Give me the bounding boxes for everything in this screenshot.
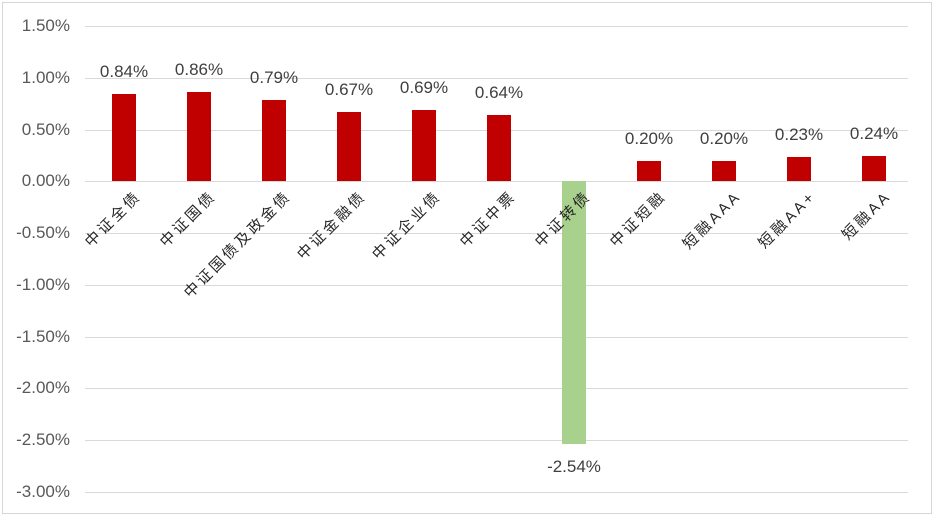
category-label: 短融AAA — [679, 187, 745, 253]
y-axis-tick-label: -2.50% — [16, 430, 70, 449]
data-label: 0.79% — [249, 67, 299, 87]
data-label: 0.67% — [324, 79, 374, 99]
y-axis-tick-label: -2.00% — [16, 378, 70, 397]
gridline — [85, 492, 908, 493]
gridline — [85, 285, 908, 286]
gridline — [85, 181, 908, 182]
chart-bar — [187, 92, 211, 182]
category-label: 中证国债 — [156, 187, 220, 251]
data-label: 0.24% — [849, 124, 899, 144]
category-label: 中证转债 — [531, 187, 595, 251]
gridline — [85, 78, 908, 79]
data-label: 0.20% — [624, 128, 674, 148]
gridline — [85, 233, 908, 234]
y-axis-tick-label: 1.50% — [21, 16, 70, 35]
y-axis-tick-label: -3.00% — [16, 482, 70, 501]
category-label: 中证全债 — [81, 187, 145, 251]
chart-bar — [112, 94, 136, 182]
gridline — [85, 26, 908, 27]
data-label: 0.64% — [474, 83, 524, 102]
chart-bar — [637, 160, 661, 182]
y-axis-tick-label: 0.50% — [21, 120, 70, 139]
data-label: 0.84% — [99, 62, 149, 82]
y-axis-tick-label: 1.00% — [21, 68, 70, 87]
category-label: 中证企业债 — [369, 187, 445, 264]
chart-bar — [412, 109, 436, 182]
data-label: -2.54% — [547, 457, 601, 477]
category-label: 中证短融 — [606, 187, 670, 251]
chart-bar — [787, 157, 811, 182]
data-label: 0.23% — [774, 125, 824, 145]
data-label: 0.20% — [699, 128, 749, 148]
y-axis-tick-label: -1.00% — [16, 275, 70, 294]
category-label: 短融AA — [838, 187, 895, 244]
chart-bar — [712, 160, 736, 182]
y-axis-tick-label: -1.50% — [16, 327, 70, 346]
y-axis-tick-label: 0.00% — [21, 171, 70, 190]
category-label: 中证中票 — [456, 187, 520, 251]
gridline — [85, 337, 908, 338]
chart-bar — [262, 99, 286, 182]
category-label: 中证金融债 — [294, 187, 370, 264]
gridline — [85, 440, 908, 441]
chart-bar — [487, 115, 511, 182]
chart-bar — [337, 111, 361, 182]
chart-bar — [562, 181, 586, 445]
chart-bar — [862, 156, 886, 182]
category-label: 短融AA+ — [755, 187, 820, 252]
gridline — [85, 388, 908, 389]
data-label: 0.69% — [399, 77, 449, 97]
data-label: 0.86% — [174, 60, 224, 80]
y-axis-tick-label: -0.50% — [16, 223, 70, 242]
